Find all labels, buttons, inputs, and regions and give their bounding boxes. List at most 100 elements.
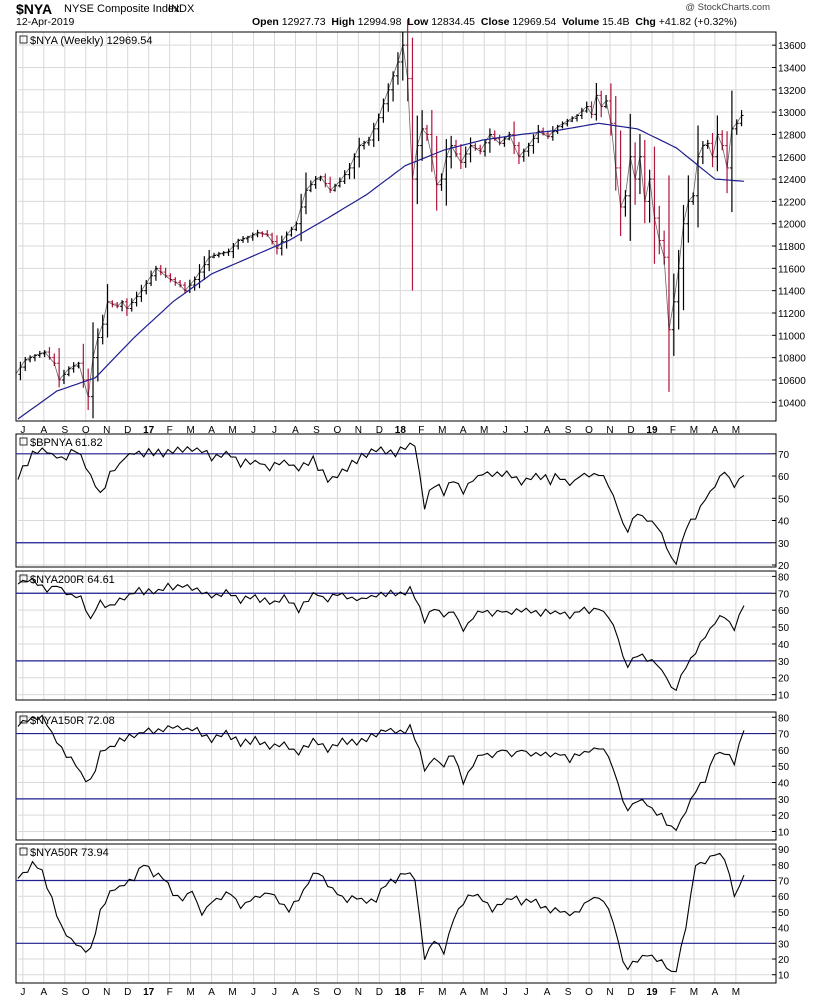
x-tick-label: A xyxy=(40,425,47,436)
y-tick-label: 80 xyxy=(778,861,790,872)
x-tick-label: 17 xyxy=(143,425,155,436)
x-tick-label: 18 xyxy=(395,987,407,998)
indicator-line-nya50r xyxy=(17,852,745,973)
price-bar xyxy=(410,37,415,291)
x-tick-label: A xyxy=(712,425,719,436)
x-tick-label: J xyxy=(251,987,256,998)
x-tick-label: N xyxy=(606,987,613,998)
price-bar xyxy=(168,273,173,283)
price-bar xyxy=(449,135,454,169)
symbol-label: $NYA xyxy=(16,1,53,17)
volume-label: Volume xyxy=(562,16,600,28)
y-tick-label: 40 xyxy=(778,640,790,651)
panel-frame xyxy=(15,433,777,568)
x-tick-label: J xyxy=(503,425,508,436)
y-tick-label: 10 xyxy=(778,971,790,982)
x-tick-label: O xyxy=(334,425,342,436)
y-tick-label: 40 xyxy=(778,779,790,790)
x-tick-label: N xyxy=(355,987,362,998)
price-bar xyxy=(420,110,425,161)
x-tick-label: A xyxy=(40,987,47,998)
price-bar xyxy=(71,362,76,373)
x-tick-label: S xyxy=(61,987,68,998)
x-tick-label: J xyxy=(272,987,277,998)
price-bar xyxy=(700,141,705,165)
indicator-line-nya150r xyxy=(17,714,745,832)
x-tick-label: M xyxy=(228,425,236,436)
x-tick-label: A xyxy=(208,987,215,998)
y-tick-label: 60 xyxy=(778,606,790,617)
x-tick-label: O xyxy=(334,987,342,998)
x-tick-label: D xyxy=(376,425,383,436)
price-bar xyxy=(357,137,362,168)
y-tick-label: 10800 xyxy=(778,354,806,365)
y-tick-label: 30 xyxy=(778,939,790,950)
panel-label-bpnya: $BPNYA 61.82 xyxy=(30,437,103,449)
x-tick-label: A xyxy=(544,987,551,998)
price-bar xyxy=(197,264,202,289)
watermark: @ StockCharts.com xyxy=(685,2,770,13)
x-tick-label: F xyxy=(418,425,424,436)
price-bar xyxy=(221,251,226,257)
y-tick-label: 13600 xyxy=(778,41,806,52)
x-tick-label: M xyxy=(228,987,236,998)
y-tick-label: 60 xyxy=(778,472,790,483)
y-tick-label: 70 xyxy=(778,877,790,888)
price-bar xyxy=(521,148,526,162)
x-tick-label: M xyxy=(438,425,446,436)
x-tick-label: J xyxy=(524,425,529,436)
x-tick-label: S xyxy=(565,425,572,436)
y-tick-label: 10 xyxy=(778,691,790,702)
panel-frame xyxy=(15,31,777,422)
x-tick-label: O xyxy=(585,987,593,998)
y-tick-label: 20 xyxy=(778,955,790,966)
x-tick-label: 19 xyxy=(646,425,658,436)
x-tick-label: D xyxy=(124,987,131,998)
x-tick-label: F xyxy=(670,987,676,998)
x-tick-label: F xyxy=(167,425,173,436)
price-bar xyxy=(468,137,473,163)
high-label: High xyxy=(331,16,355,28)
price-bar xyxy=(434,135,439,211)
price-bar xyxy=(313,175,318,189)
x-tick-label: M xyxy=(690,987,698,998)
moving-average-line xyxy=(17,122,745,420)
y-tick-label: 70 xyxy=(778,589,790,600)
y-tick-label: 70 xyxy=(778,730,790,741)
x-tick-label: M xyxy=(690,425,698,436)
x-tick-label: A xyxy=(544,425,551,436)
panel-frame xyxy=(15,711,777,841)
x-tick-label: J xyxy=(20,987,25,998)
panel-frame xyxy=(15,570,777,701)
x-tick-label: N xyxy=(606,425,613,436)
high-value: 12994.98 xyxy=(357,16,402,28)
y-tick-label: 13200 xyxy=(778,86,806,97)
price-bar xyxy=(618,130,623,236)
y-tick-label: 30 xyxy=(778,539,790,550)
panel-frame xyxy=(15,843,777,984)
x-tick-label: F xyxy=(167,987,173,998)
close-label: Close xyxy=(480,16,510,28)
y-tick-label: 50 xyxy=(778,762,790,773)
legend-icon xyxy=(19,715,28,724)
x-tick-label: S xyxy=(61,425,68,436)
x-tick-label: J xyxy=(251,425,256,436)
price-bar xyxy=(216,251,221,258)
price-bar xyxy=(192,276,197,291)
x-tick-label: M xyxy=(732,425,740,436)
price-bar xyxy=(134,291,139,307)
x-tick-label: J xyxy=(272,425,277,436)
chart-date: 12-Apr-2019 xyxy=(16,16,75,28)
y-tick-label: 90 xyxy=(778,845,790,856)
chg-label: Chg xyxy=(635,16,656,28)
x-tick-label: A xyxy=(460,425,467,436)
price-bar xyxy=(531,134,536,154)
open-label: Open xyxy=(252,16,279,28)
x-tick-label: A xyxy=(292,987,299,998)
y-tick-label: 50 xyxy=(778,623,790,634)
price-bar xyxy=(681,205,686,311)
price-bar xyxy=(86,368,91,410)
price-bar xyxy=(270,232,275,245)
x-tick-label: D xyxy=(124,425,131,436)
